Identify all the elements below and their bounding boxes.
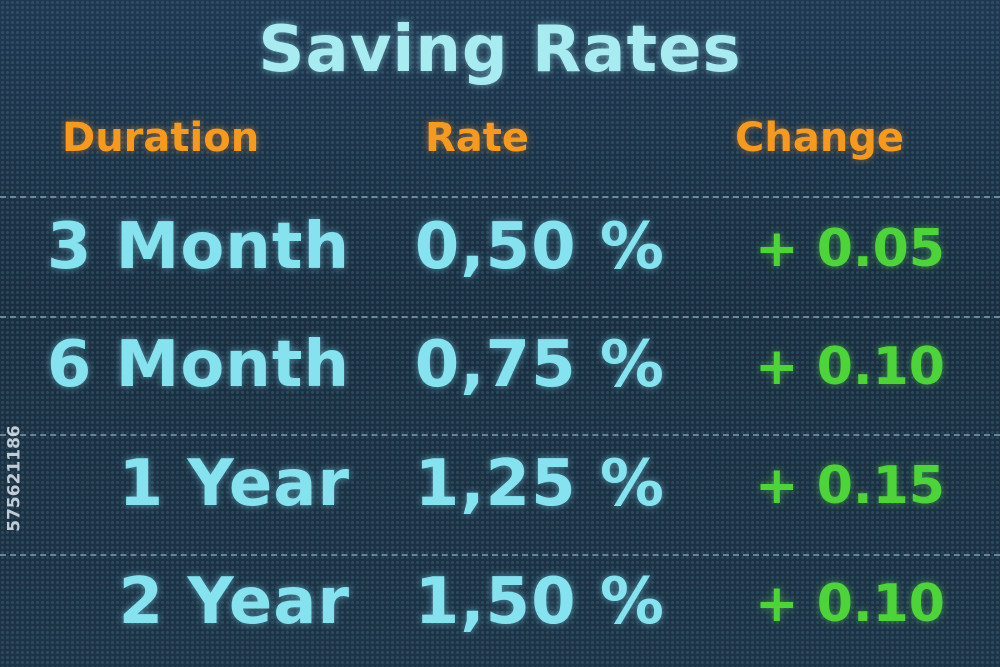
- cell-change: + 0.10: [755, 574, 945, 634]
- separator: [0, 554, 1000, 556]
- cell-duration: 6 Month: [46, 328, 350, 402]
- cell-rate: 0,50 %: [414, 210, 665, 284]
- cell-duration: 3 Month: [46, 210, 350, 284]
- cell-change: + 0.10: [755, 337, 945, 397]
- separator: [0, 434, 1000, 436]
- separator: [0, 196, 1000, 198]
- cell-change: + 0.15: [755, 456, 945, 516]
- separator: [0, 316, 1000, 318]
- watermark: 575621186: [4, 425, 25, 532]
- title: Saving Rates: [258, 13, 742, 87]
- header-change: Change: [735, 115, 905, 161]
- header-rate: Rate: [425, 115, 530, 161]
- header-duration: Duration: [62, 115, 260, 161]
- cell-duration: 2 Year: [118, 565, 350, 639]
- cell-rate: 1,25 %: [414, 447, 665, 521]
- cell-rate: 0,75 %: [414, 328, 665, 402]
- cell-duration: 1 Year: [118, 447, 350, 521]
- cell-change: + 0.05: [755, 219, 945, 279]
- cell-rate: 1,50 %: [414, 565, 665, 639]
